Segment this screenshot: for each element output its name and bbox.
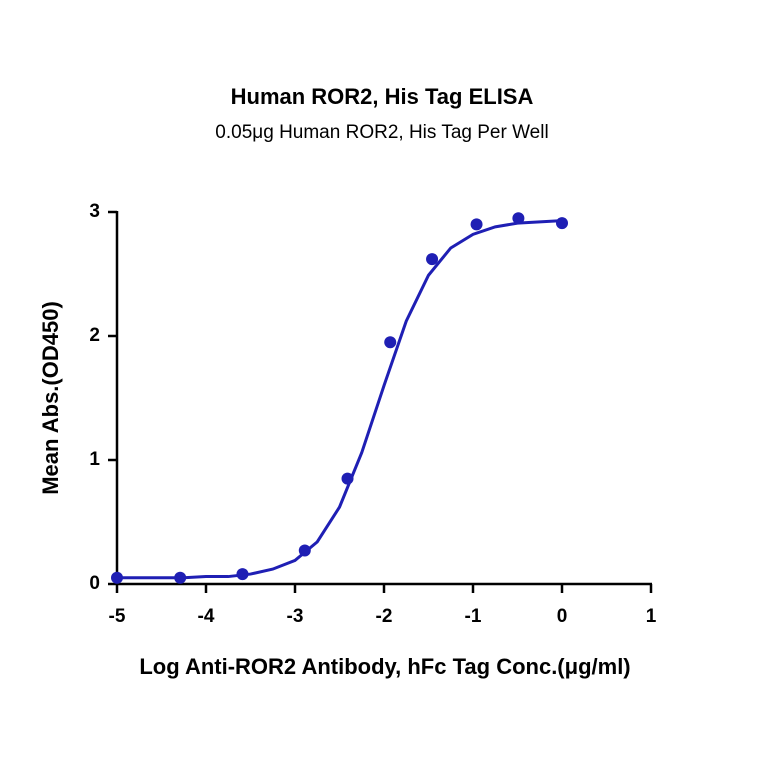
x-tick-label: 1 <box>646 606 657 627</box>
chart-title: Human ROR2, His Tag ELISA <box>231 84 534 109</box>
data-point <box>426 253 439 266</box>
data-point <box>556 217 568 230</box>
chart-subtitle: 0.05μg Human ROR2, His Tag Per Well <box>215 122 548 143</box>
x-tick-label: -5 <box>109 606 126 627</box>
data-point <box>512 212 525 225</box>
y-tick-label: 3 <box>89 201 100 222</box>
x-tick-label: -3 <box>287 606 304 627</box>
x-axis-label: Log Anti-ROR2 Antibody, hFc Tag Conc.(μg… <box>139 654 630 679</box>
x-tick-label: 0 <box>557 606 568 627</box>
y-tick-label: 1 <box>89 449 100 470</box>
y-tick-label: 2 <box>89 325 100 346</box>
x-tick-label: -4 <box>198 606 215 627</box>
data-point <box>384 336 397 349</box>
x-tick-label: -2 <box>376 606 393 627</box>
y-axis-label: Mean Abs.(OD450) <box>38 301 63 495</box>
y-tick-label: 0 <box>89 573 100 594</box>
data-point <box>470 218 483 231</box>
fit-curve <box>117 219 563 580</box>
x-tick-label: -1 <box>465 606 482 627</box>
